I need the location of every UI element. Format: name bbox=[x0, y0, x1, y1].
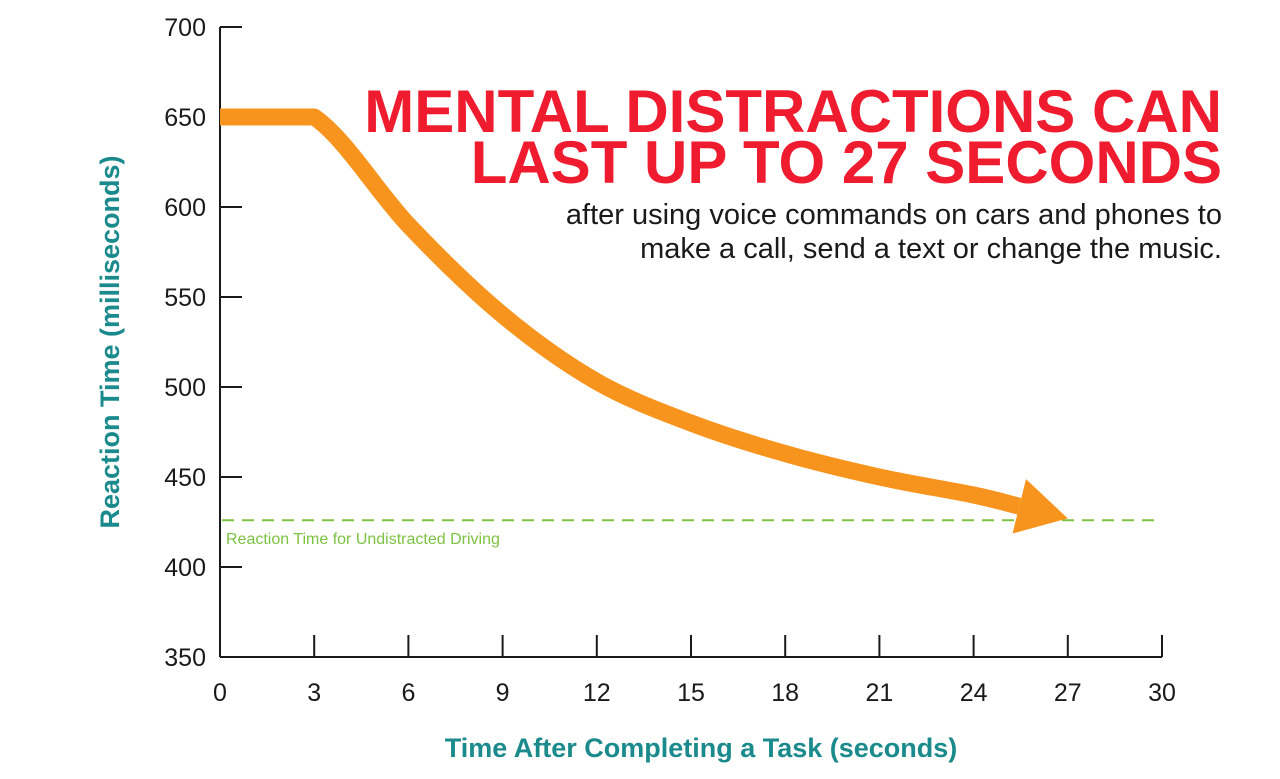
reference-label: Reaction Time for Undistracted Driving bbox=[226, 531, 500, 548]
y-tick-label: 400 bbox=[164, 554, 206, 582]
x-tick-label: 12 bbox=[583, 679, 611, 707]
series-arrowhead bbox=[1012, 479, 1068, 534]
x-tick-label: 9 bbox=[496, 679, 510, 707]
x-tick-label: 18 bbox=[771, 679, 799, 707]
y-tick-label: 700 bbox=[164, 14, 206, 42]
y-tick-label: 500 bbox=[164, 374, 206, 402]
y-tick-label: 600 bbox=[164, 194, 206, 222]
y-tick-label: 650 bbox=[164, 104, 206, 132]
y-tick-label: 350 bbox=[164, 644, 206, 672]
headline-line-2: LAST UP TO 27 SECONDS bbox=[471, 129, 1222, 196]
subtext-line-1: after using voice commands on cars and p… bbox=[566, 199, 1222, 231]
headline-line-1: MENTAL DISTRACTIONS CAN bbox=[364, 78, 1222, 145]
x-tick-label: 15 bbox=[677, 679, 705, 707]
y-tick-label: 450 bbox=[164, 464, 206, 492]
x-tick-label: 3 bbox=[307, 679, 321, 707]
x-tick-label: 27 bbox=[1054, 679, 1082, 707]
series-line bbox=[220, 108, 1022, 515]
x-tick-label: 0 bbox=[213, 679, 227, 707]
headline-group: MENTAL DISTRACTIONS CAN LAST UP TO 27 SE… bbox=[364, 78, 1222, 265]
x-tick-label: 24 bbox=[960, 679, 988, 707]
series-group bbox=[220, 108, 1068, 534]
subtext-line-2: make a call, send a text or change the m… bbox=[640, 233, 1222, 265]
x-ticks: 0 3 6 9 12 15 18 21 24 27 30 bbox=[213, 635, 1176, 707]
x-tick-label: 30 bbox=[1148, 679, 1176, 707]
reference-group: Reaction Time for Undistracted Driving bbox=[222, 519, 1162, 548]
x-axis-title: Time After Completing a Task (seconds) bbox=[445, 733, 958, 763]
y-tick-label: 550 bbox=[164, 284, 206, 312]
y-axis-title: Reaction Time (milliseconds) bbox=[95, 155, 125, 528]
x-tick-label: 6 bbox=[401, 679, 415, 707]
x-tick-label: 21 bbox=[865, 679, 893, 707]
y-ticks: 350 400 450 500 550 600 650 700 bbox=[164, 14, 242, 672]
